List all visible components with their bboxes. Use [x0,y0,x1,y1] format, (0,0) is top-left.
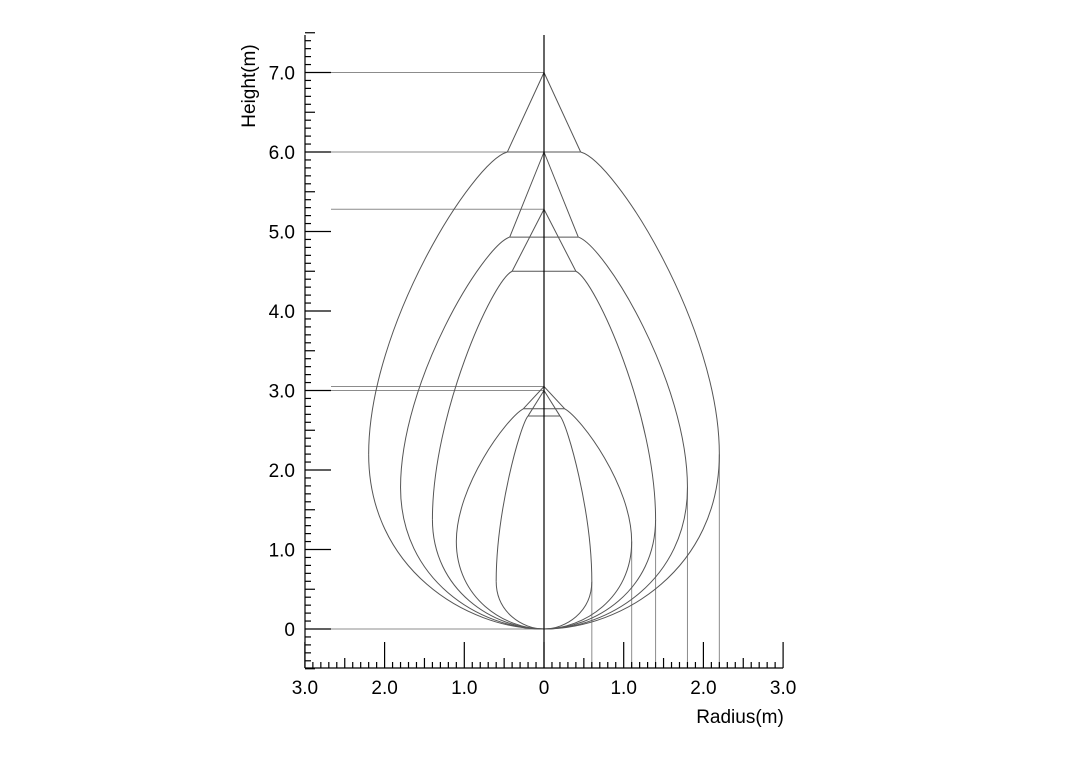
y-tick-label: 6.0 [269,143,295,164]
x-tick-label: 3.0 [292,678,318,699]
axes [304,32,784,670]
series-curve-upper-right [580,151,720,455]
x-tick-label: 2.0 [690,678,716,699]
coverage-curves [368,72,720,630]
x-tick-label: 1.0 [451,678,477,699]
x-axis-title: Radius(m) [696,707,784,728]
y-tick-label: 4.0 [269,302,295,323]
y-tick-label: 7.0 [269,64,295,85]
series-curve-upper-right [559,415,593,582]
series-curve-lower-left [400,487,545,630]
cone-side-left [522,386,545,410]
x-tick-label: 3.0 [770,678,796,699]
series-curve-upper-left [455,408,524,542]
y-axis-title: Height(m) [239,44,260,127]
series-curve-upper-right [578,236,688,488]
series-curve-upper-left [368,151,508,455]
cone-side-right [543,386,566,410]
series-curve-lower-right [543,541,633,630]
cone-side-left [506,72,545,153]
y-tick-label: 1.0 [269,541,295,562]
series-curve-upper-right [564,408,633,542]
cone-side-left [511,209,545,272]
guide-lines [305,72,720,668]
cone-side-right [543,209,577,272]
series-curve-upper-left [400,236,510,488]
tick-labels: 0 1.0 2.0 3.0 4.0 5.0 6.0 7.0 3.0 2.0 1.0 0 1.0 2.0 3.… [269,64,797,700]
series-curve-upper-left [431,270,513,520]
cone-side-right [543,72,582,153]
cone-side-right [543,390,561,417]
x-tick-label: 1.0 [610,678,636,699]
x-tick-label: 2.0 [371,678,397,699]
series-curve-lower-right [543,487,688,630]
y-tick-label: 2.0 [269,461,295,482]
y-tick-label: 3.0 [269,382,295,403]
cone-side-right [543,151,579,238]
y-tick-label: 5.0 [269,223,295,244]
series-curve-upper-right [575,270,657,520]
series-curve-lower-left [431,519,545,630]
x-tick-label: 0 [539,678,550,699]
series-curve-upper-left [495,415,529,582]
series-curve-lower-right [543,519,657,630]
cone-side-left [527,390,545,417]
series-curve-lower-right [543,581,593,630]
series-curve-lower-left [495,581,545,630]
y-tick-label: 0 [284,620,295,641]
cone-side-left [509,151,545,238]
series-curve-lower-left [455,541,545,630]
